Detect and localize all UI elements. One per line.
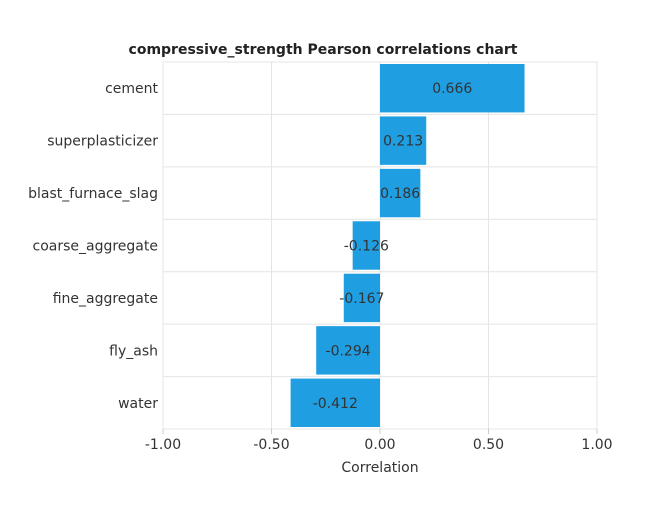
bar-superplasticizer	[380, 116, 427, 165]
data-label-cement: 0.666	[432, 81, 472, 97]
category-label-water: water	[118, 396, 158, 412]
x-tick-label: 1.00	[581, 437, 612, 453]
data-label-layer: 0.666 0.213 0.186 -0.126 -0.167 -0.294 -0.412	[313, 81, 473, 412]
data-label-fine_aggregate: -0.167	[339, 291, 384, 307]
category-label-fly_ash: fly_ash	[109, 343, 158, 359]
x-axis-title: Correlation	[341, 460, 418, 476]
bar-cement	[380, 64, 525, 113]
category-label-fine_aggregate: fine_aggregate	[53, 291, 158, 307]
bar-fine_aggregate	[343, 273, 380, 323]
data-label-blast_furnace_slag: 0.186	[380, 186, 420, 202]
data-label-superplasticizer: 0.213	[383, 134, 423, 150]
x-tick-layer: -1.00 -0.50 0.00 0.50 1.00	[145, 429, 613, 453]
bar-blast_furnace_slag	[380, 168, 421, 218]
chart-title: compressive_strength Pearson correlation…	[129, 42, 518, 58]
data-label-coarse_aggregate: -0.126	[344, 239, 389, 255]
category-label-cement: cement	[105, 81, 158, 97]
x-tick-label: -0.50	[253, 437, 289, 453]
x-tick-label: -1.00	[145, 437, 181, 453]
data-label-fly_ash: -0.294	[326, 343, 371, 359]
x-tick-label: 0.50	[473, 437, 504, 453]
category-label-blast_furnace_slag: blast_furnace_slag	[28, 186, 158, 202]
category-label-coarse_aggregate: coarse_aggregate	[33, 239, 159, 255]
x-tick-label: 0.00	[364, 437, 395, 453]
data-label-water: -0.412	[313, 396, 358, 412]
bar-fly_ash	[316, 326, 380, 375]
bar-water	[290, 378, 380, 427]
bar-coarse_aggregate	[352, 221, 380, 270]
category-label-layer: cement superplasticizer blast_furnace_slag…	[28, 81, 158, 412]
bar-layer	[290, 64, 525, 427]
category-label-superplasticizer: superplasticizer	[47, 134, 158, 150]
